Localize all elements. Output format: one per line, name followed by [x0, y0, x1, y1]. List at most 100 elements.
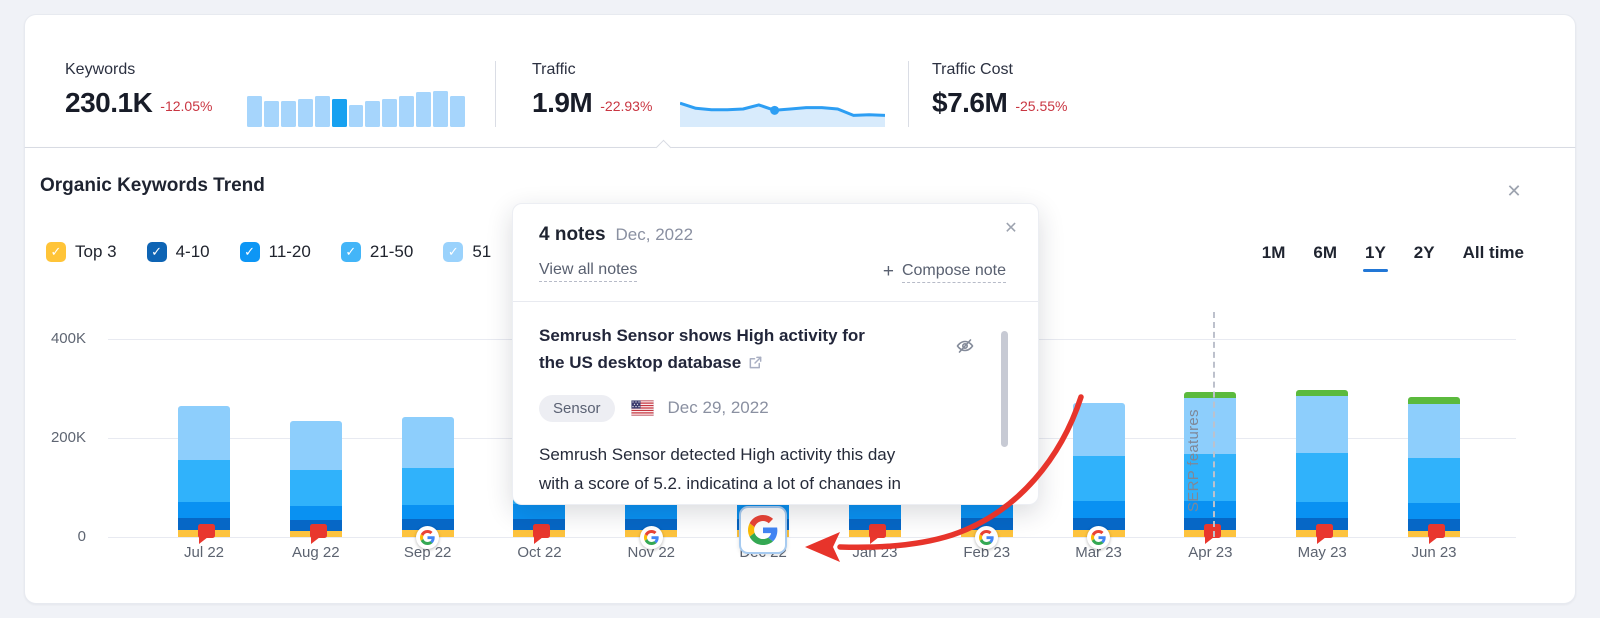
active-range-underline	[1363, 269, 1388, 272]
notes-popup-header: 4 notes Dec, 2022	[539, 224, 693, 246]
bar-column-sep-22[interactable]	[401, 416, 454, 537]
legend-label: 11-20	[268, 242, 311, 261]
google-update-icon-selected[interactable]	[739, 506, 788, 554]
note-item: Semrush Sensor shows High activity for t…	[513, 302, 1013, 489]
sparkline-bar	[331, 98, 347, 127]
range-tab-1m[interactable]: 1M	[1262, 243, 1286, 263]
sparkline-bar	[365, 100, 381, 127]
range-tab-label: 6M	[1313, 243, 1337, 262]
checkbox-top-3[interactable]: ✓	[46, 242, 66, 262]
range-tab-1y[interactable]: 1Y	[1363, 243, 1388, 272]
note-flag-icon[interactable]	[1428, 524, 1446, 544]
bar-segment-51	[1408, 403, 1461, 458]
legend-label: 21-50	[369, 242, 414, 261]
traffic-cost-value: $7.6M	[932, 87, 1008, 118]
sparkline-bar	[247, 96, 262, 127]
page-title: Organic Keywords Trend	[40, 175, 265, 196]
google-update-icon[interactable]	[1087, 526, 1111, 549]
bar-column-mar-23[interactable]	[1072, 403, 1125, 537]
legend-item-11-20[interactable]: ✓ 11-20	[239, 242, 311, 262]
bar-segment-51	[1072, 403, 1125, 457]
note-flag-icon[interactable]	[1204, 524, 1222, 544]
legend-label: Top 3	[75, 242, 117, 261]
checkbox-21-50[interactable]: ✓	[340, 242, 361, 262]
note-flag-icon[interactable]	[868, 524, 886, 544]
metric-divider	[908, 61, 909, 127]
range-tab-label: 1M	[1261, 243, 1286, 262]
sparkline-bar	[399, 96, 415, 127]
popup-close-icon[interactable]: ✕	[1004, 220, 1018, 237]
bar-segment-51	[1184, 397, 1237, 455]
bar-column-may-23[interactable]	[1296, 389, 1349, 537]
view-all-notes-link[interactable]: View all notes	[539, 261, 638, 282]
note-flag-icon[interactable]	[309, 524, 327, 544]
bar-segment-11-20	[1072, 500, 1125, 519]
legend-item-top-3[interactable]: ✓ Top 3	[46, 242, 117, 262]
y-axis-label: 400K	[50, 330, 86, 347]
traffic-cost-label: Traffic Cost	[932, 61, 1013, 78]
bar-segment-21-50	[401, 467, 454, 506]
google-update-icon[interactable]	[416, 526, 440, 549]
range-tab-2y[interactable]: 2Y	[1414, 243, 1435, 263]
bar-segment-51	[1296, 396, 1349, 454]
bar-column-jun-23[interactable]	[1408, 396, 1461, 537]
popup-divider	[513, 301, 1038, 302]
legend-label: 51	[472, 242, 492, 261]
bar-column-aug-22[interactable]	[289, 420, 342, 537]
x-axis-label: Apr 23	[1188, 544, 1233, 561]
legend-item-51[interactable]: ✓ 51	[443, 242, 491, 262]
legend-item-4-10[interactable]: ✓ 4-10	[146, 242, 210, 262]
range-tab-all-time[interactable]: All time	[1463, 243, 1524, 263]
bar-segment-21-50	[1072, 456, 1125, 501]
notes-month: Dec, 2022	[615, 225, 694, 244]
x-axis-label: Aug 22	[292, 544, 340, 561]
plus-icon: +	[882, 261, 894, 282]
range-tab-6m[interactable]: 6M	[1313, 243, 1337, 263]
bar-segment-11-20	[401, 505, 454, 520]
note-title: Semrush Sensor shows High activity for t…	[539, 322, 1013, 378]
bar-segment-21-50	[289, 470, 342, 506]
bar-segment-4-10	[1072, 518, 1125, 531]
hide-note-eye-off-icon[interactable]	[955, 336, 975, 356]
compose-note-link[interactable]: Compose note	[901, 262, 1006, 283]
x-axis-label: Jul 22	[183, 544, 225, 561]
bar-column-jul-22[interactable]	[178, 405, 230, 537]
bar-segment-11-20	[1184, 501, 1237, 519]
checkbox-4-10[interactable]: ✓	[146, 242, 167, 262]
checkbox-11-20[interactable]: ✓	[239, 242, 260, 262]
note-flag-icon[interactable]	[198, 524, 215, 544]
range-tab-label: All time	[1462, 243, 1524, 262]
legend-item-21-50[interactable]: ✓ 21-50	[340, 242, 414, 262]
popup-scrollbar[interactable]	[1001, 331, 1008, 447]
sparkline-bar	[280, 100, 296, 127]
bar-segment-51	[178, 405, 230, 460]
range-selector: 1M 6M 1Y 2Y All time	[1262, 243, 1524, 272]
metric-keywords: Keywords 230.1K -12.05%	[65, 61, 212, 117]
traffic-label: Traffic	[532, 61, 576, 78]
bar-segment-51	[289, 420, 342, 471]
bar-segment-51	[401, 416, 454, 468]
note-flag-icon[interactable]	[1316, 524, 1334, 544]
external-link-icon[interactable]	[748, 351, 763, 378]
range-tab-label: 1Y	[1365, 243, 1386, 262]
close-icon[interactable]: ✕	[1506, 181, 1522, 201]
bar-segment-serp-features	[1408, 396, 1461, 404]
bar-segment-11-20	[625, 503, 678, 519]
notes-count: 4 notes	[539, 224, 606, 245]
x-axis-label: Jan 23	[852, 544, 898, 561]
x-axis-label: Nov 22	[627, 544, 676, 561]
google-update-icon[interactable]	[639, 526, 663, 549]
note-flag-icon[interactable]	[533, 524, 551, 544]
sparkline-bar	[297, 98, 313, 127]
checkbox-51[interactable]: ✓	[443, 242, 464, 262]
metric-traffic-cost: Traffic Cost $7.6M -25.55%	[932, 61, 1067, 117]
sensor-tag: Sensor	[539, 394, 615, 422]
bar-segment-11-20	[848, 503, 901, 519]
bar-segment-11-20	[1408, 503, 1461, 520]
us-flag-icon	[630, 400, 654, 416]
compose-note-button[interactable]: + Compose note	[883, 261, 1006, 283]
range-tab-label: 2Y	[1413, 243, 1435, 262]
keywords-label: Keywords	[65, 61, 136, 78]
sparkline-bar	[450, 96, 465, 127]
